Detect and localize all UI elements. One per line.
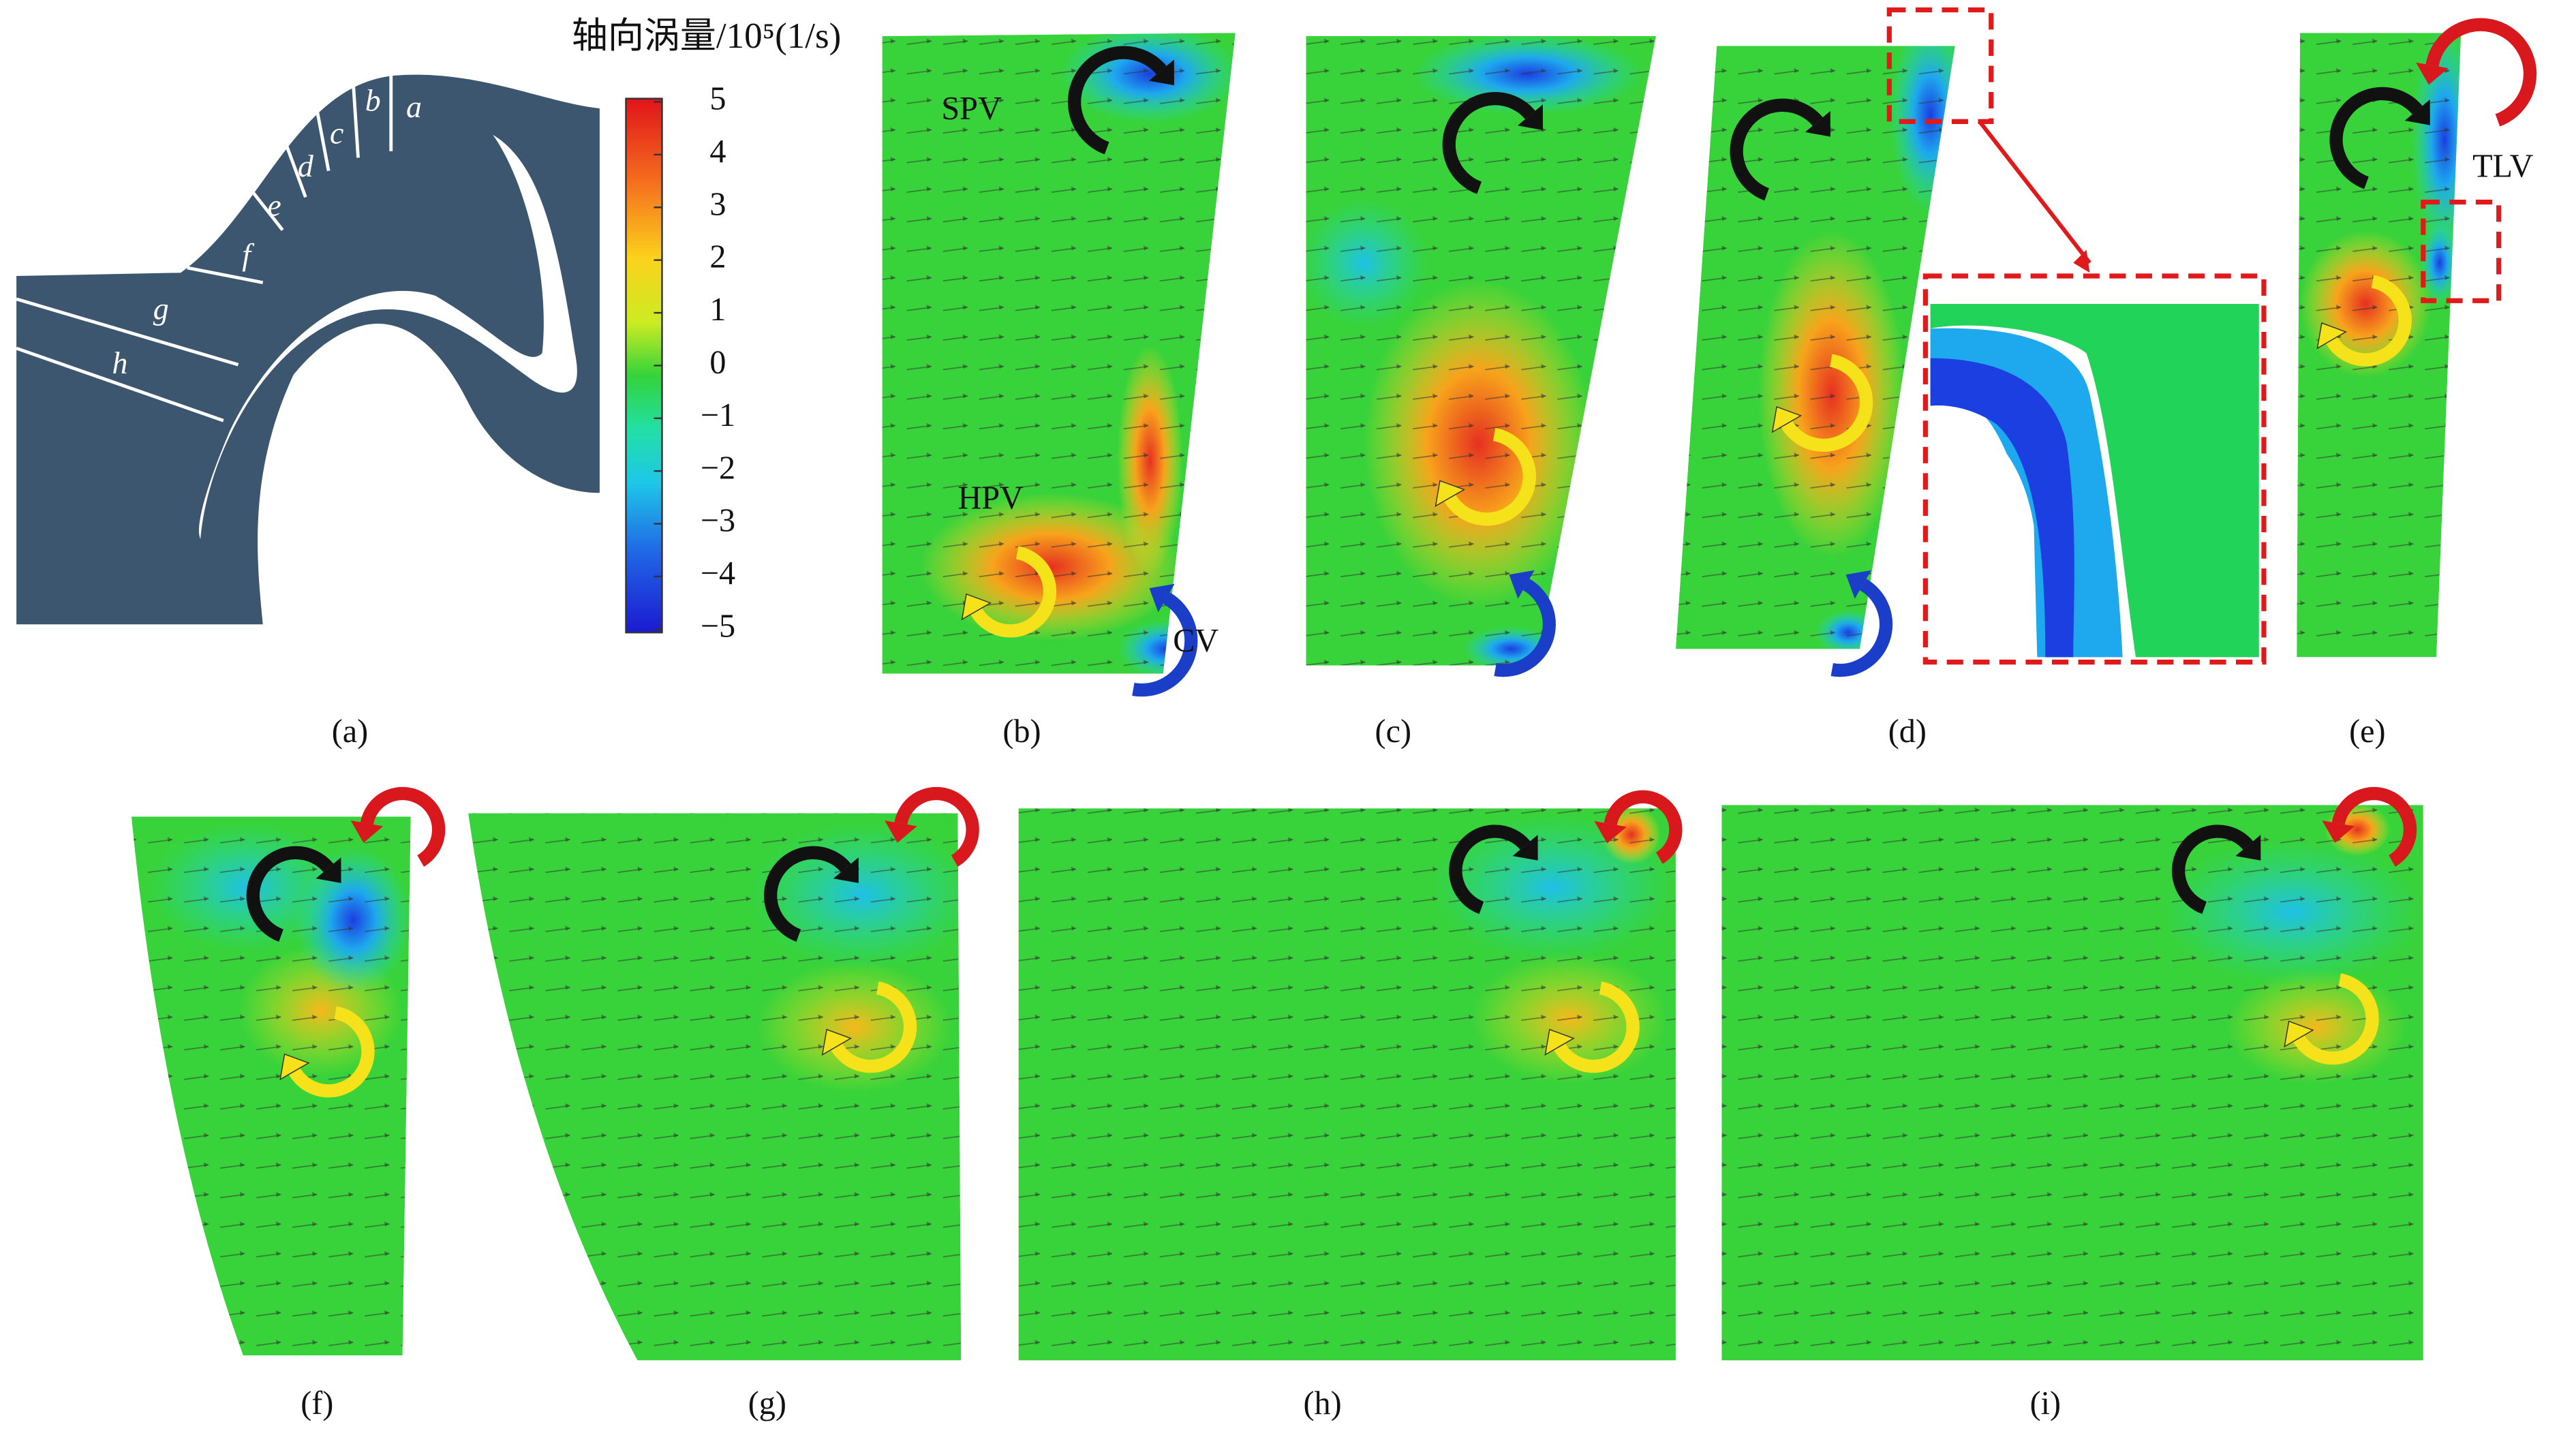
vortex-arrowhead (885, 820, 917, 843)
panel-caption: (g) (748, 1385, 786, 1421)
section-label: g (153, 292, 169, 326)
vortex-arrow (1730, 98, 1823, 201)
contour-panel (131, 816, 411, 1356)
vortex-arrow (1442, 92, 1535, 194)
vortex-arrowhead (279, 1053, 310, 1081)
vortex-arrowhead (1544, 1028, 1575, 1056)
vortex-arrowhead (2322, 820, 2355, 843)
vortex-arrow (1604, 790, 1683, 864)
vortex-arrowhead (1435, 480, 1465, 507)
vortex-arrow (246, 846, 334, 942)
colorbar-tick-label: 1 (709, 292, 726, 328)
panel-caption: (a) (332, 713, 368, 750)
vortex-arrowhead (1805, 110, 1830, 137)
vector-field (1306, 36, 1656, 666)
colorbar-tick-label: 4 (709, 134, 726, 170)
vortex-arrow (764, 846, 851, 942)
panel-caption: (h) (1304, 1385, 1342, 1421)
vector-field (882, 33, 1236, 674)
section-label: d (298, 149, 314, 183)
inset (1886, 7, 2502, 665)
vortex-arrowhead (350, 820, 384, 843)
vortex-arrow (288, 1006, 375, 1098)
vortex-label: TLV (2472, 148, 2533, 184)
section-label: c (330, 116, 343, 151)
vortex-arrow (2293, 973, 2379, 1065)
colorbar-tick-label: −2 (701, 450, 735, 486)
panel-caption: (d) (1888, 713, 1927, 750)
vector-field (131, 816, 411, 1356)
colorbar-title: 轴向涡量/10⁵(1/s) (572, 16, 841, 56)
panel-caption: (b) (1002, 713, 1041, 750)
vortex-arrow (1781, 354, 1873, 452)
panel-caption: (i) (2030, 1385, 2061, 1421)
vortex-arrowhead (961, 593, 992, 621)
vortex-arrowhead (2235, 835, 2261, 861)
vortex-arrow (831, 981, 917, 1073)
contour-panel (1721, 805, 2423, 1361)
colorbar-tick-label: 2 (709, 239, 726, 275)
colorbar-tick-label: −5 (701, 608, 735, 644)
vector-field (1721, 805, 2423, 1361)
vortex-arrow (1449, 825, 1531, 914)
vortex-arrowhead (1512, 835, 1538, 861)
vortex-arrowhead (316, 857, 341, 883)
vortex-arrow (2325, 275, 2412, 367)
colorbar-tick-label: −1 (701, 397, 735, 433)
vortex-arrow (2425, 18, 2537, 127)
vector-field (468, 813, 962, 1361)
vortex-arrow (1830, 579, 1893, 677)
vortex-arrow (2329, 87, 2423, 189)
vortex-arrow (1553, 981, 1640, 1073)
vortex-arrowhead (821, 1028, 853, 1056)
vortex-arrowhead (1594, 821, 1627, 844)
vortex-arrowhead (1517, 104, 1544, 130)
vortex-arrow (1444, 427, 1536, 526)
vortex-arrowhead (2404, 99, 2430, 125)
vortex-arrowhead (1149, 583, 1175, 613)
colorbar-tick-label: −4 (701, 555, 735, 591)
vortex-arrow (1132, 592, 1198, 697)
vector-field (2297, 33, 2462, 658)
vortex-arrow (970, 546, 1057, 638)
vortex-arrowhead (1148, 59, 1174, 86)
contour-panel (882, 33, 1236, 674)
vortex-label: CV (1173, 623, 1218, 659)
vortex-label: HPV (957, 480, 1024, 516)
vortex-arrow (2331, 786, 2417, 867)
vortex-arrowhead (1845, 570, 1871, 599)
vortex-arrow (1494, 579, 1556, 677)
section-label: b (365, 82, 381, 117)
panel-caption: (e) (2349, 713, 2385, 750)
section-label: a (406, 89, 422, 124)
vortex-arrowhead (2416, 62, 2449, 85)
colorbar-tick-label: −3 (701, 503, 735, 539)
colorbar-tick-label: 5 (709, 81, 726, 117)
vortex-arrowhead (833, 857, 859, 883)
contour-panel (1306, 36, 1656, 666)
blade-diagram (16, 74, 600, 625)
section-label: e (267, 188, 281, 223)
vortex-arrowhead (1509, 570, 1535, 599)
vortex-arrowhead (2316, 322, 2347, 350)
vortex-label: SPV (941, 91, 1002, 127)
vortex-arrow (2172, 825, 2254, 914)
vortex-arrow (894, 786, 979, 867)
vortex-arrowhead (1771, 406, 1803, 433)
panel-caption: (f) (301, 1385, 333, 1421)
panel-caption: (c) (1375, 713, 1411, 750)
vector-field (1675, 46, 1955, 649)
contour-panel (1018, 808, 1676, 1361)
vector-field (1018, 808, 1676, 1361)
vortex-arrow (360, 786, 446, 867)
colorbar-tick-label: 3 (709, 186, 726, 222)
vortex-arrowhead (2284, 1020, 2314, 1048)
vortex-arrow (1068, 46, 1167, 155)
colorbar-tick-label: 0 (709, 345, 726, 381)
contour-panel (468, 813, 962, 1361)
section-label: h (112, 345, 128, 380)
